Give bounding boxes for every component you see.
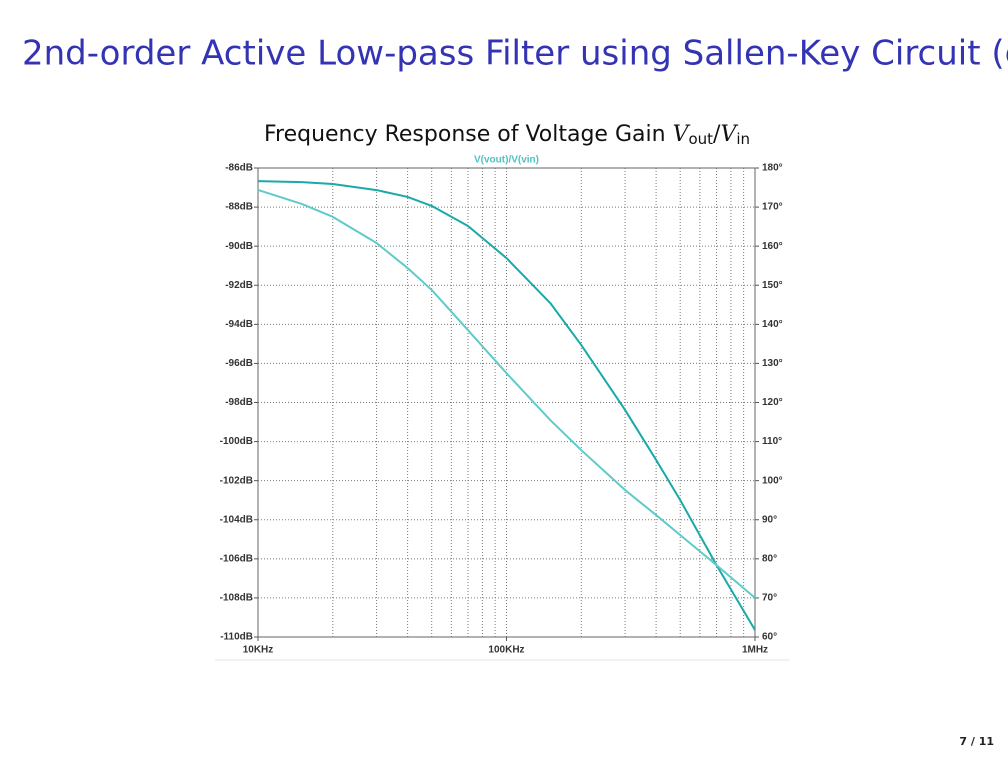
chart-title: Frequency Response of Voltage Gain Vout/… (264, 122, 750, 148)
y-tick-label: -100dB (220, 436, 253, 447)
y-tick-label: -92dB (225, 280, 253, 291)
x-tick-label: 1MHz (742, 645, 768, 656)
y2-tick-label: 80° (762, 553, 777, 564)
series-line (257, 180, 756, 631)
plot-frame (257, 167, 756, 638)
y2-tick-label: 120° (762, 397, 783, 408)
y2-tick-label: 170° (762, 202, 783, 213)
y-tick-label: -94dB (225, 319, 253, 330)
title-symbol: in (736, 130, 750, 148)
y-tick-label: -106dB (220, 553, 253, 564)
y2-tick-label: 90° (762, 514, 777, 525)
title-symbol: / (713, 122, 721, 147)
x-tick-label: 10KHz (243, 645, 274, 656)
title-symbol: V (720, 122, 738, 147)
slide-title: 2nd-order Active Low-pass Filter using S… (22, 34, 1008, 74)
y2-tick-label: 150° (762, 280, 783, 291)
y-tick-label: -88dB (225, 202, 253, 213)
y-tick-label: -104dB (220, 514, 253, 525)
title-symbol: V (673, 122, 691, 147)
y2-tick-label: 180° (762, 163, 783, 174)
page-number: 7 / 11 (959, 735, 994, 748)
legend-label: V(vout)/V(vin) (474, 155, 539, 166)
y-tick-label: -86dB (225, 163, 253, 174)
y-tick-label: -90dB (225, 241, 253, 252)
y2-tick-label: 130° (762, 358, 783, 369)
y2-tick-label: 160° (762, 241, 783, 252)
title-symbol: out (688, 130, 713, 148)
y2-tick-label: 100° (762, 475, 783, 486)
y2-tick-label: 110° (762, 436, 782, 447)
x-tick-label: 100KHz (488, 645, 524, 656)
y2-tick-label: 140° (762, 319, 783, 330)
series-line (257, 188, 756, 599)
y-tick-label: -96dB (225, 358, 253, 369)
y2-tick-label: 60° (762, 632, 777, 643)
y-tick-label: -98dB (225, 397, 253, 408)
y2-tick-label: 70° (762, 593, 777, 604)
y-tick-label: -102dB (220, 475, 253, 486)
chart-title-text: Frequency Response of Voltage Gain (264, 122, 666, 147)
y-tick-label: -108dB (220, 593, 253, 604)
y-tick-label: -110dB (220, 632, 253, 643)
